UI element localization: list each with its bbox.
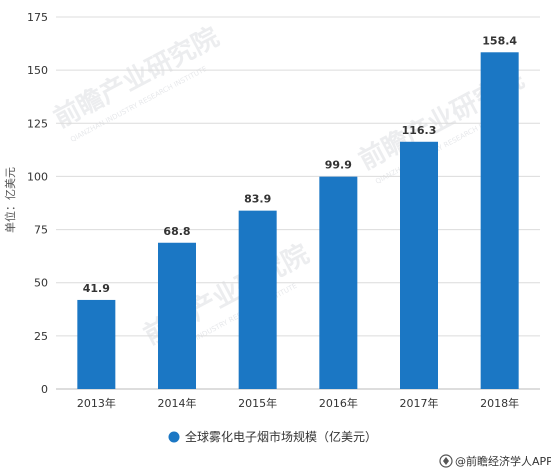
credit-text: @前瞻经济学人APP xyxy=(455,454,551,468)
x-axis-ticks: 2013年 2014年 2015年 2016年 2017年 2018年 xyxy=(77,396,519,410)
bar xyxy=(158,242,196,389)
bars xyxy=(77,52,519,389)
data-label: 41.9 xyxy=(83,282,110,295)
y-tick-label: 75 xyxy=(34,224,48,237)
data-label: 68.8 xyxy=(163,225,190,238)
y-tick-label: 50 xyxy=(34,277,48,290)
credit: @前瞻经济学人APP xyxy=(439,454,551,468)
x-tick-label: 2018年 xyxy=(480,396,519,410)
data-label: 83.9 xyxy=(244,193,271,206)
bar xyxy=(480,52,519,389)
watermark-1: 前瞻产业研究院 xyxy=(49,21,224,134)
bar xyxy=(319,176,358,389)
x-tick-label: 2015年 xyxy=(238,396,277,410)
legend-marker xyxy=(168,431,180,443)
credit-logo-icon xyxy=(439,454,453,468)
bar xyxy=(400,141,438,389)
data-label: 116.3 xyxy=(402,124,437,137)
y-tick-label: 25 xyxy=(34,330,48,343)
y-axis-label: 单位：亿美元 xyxy=(3,167,17,233)
legend: 全球雾化电子烟市场规模（亿美元） xyxy=(168,429,377,444)
grid-lines xyxy=(56,16,540,390)
bar xyxy=(77,299,116,389)
x-tick-label: 2014年 xyxy=(158,396,197,410)
watermark-group: 前瞻产业研究院 QIANZHAN INDUSTRY RESEARCH INSTI… xyxy=(49,21,529,360)
y-tick-label: 150 xyxy=(27,64,48,77)
x-tick-label: 2013年 xyxy=(77,396,116,410)
y-tick-label: 175 xyxy=(27,11,48,24)
y-tick-label: 0 xyxy=(41,383,48,396)
data-label: 99.9 xyxy=(325,159,352,172)
x-tick-label: 2016年 xyxy=(319,396,358,410)
legend-label: 全球雾化电子烟市场规模（亿美元） xyxy=(185,429,377,444)
data-labels: 41.9 68.8 83.9 99.9 116.3 158.4 xyxy=(83,34,518,295)
y-axis-ticks: 0 25 50 75 100 125 150 175 xyxy=(27,11,48,396)
data-label: 158.4 xyxy=(482,34,517,47)
bar xyxy=(238,210,277,389)
y-tick-label: 100 xyxy=(27,170,48,183)
y-tick-label: 125 xyxy=(27,117,48,130)
x-tick-label: 2017年 xyxy=(400,396,439,410)
